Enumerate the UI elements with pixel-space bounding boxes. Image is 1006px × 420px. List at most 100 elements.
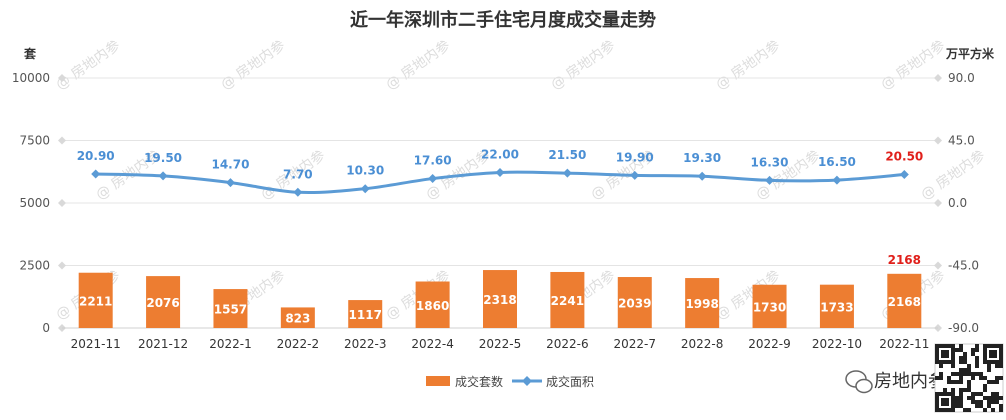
qr-module [963,408,967,412]
qr-module [971,372,975,376]
line-point [225,178,235,188]
line-point [495,167,505,177]
line-value-label: 20.50 [885,150,923,164]
bar [146,276,181,328]
qr-module [947,376,951,380]
x-axis-tick-label: 2022-2 [277,337,320,351]
qr-module [983,396,987,400]
qr-module [951,372,955,376]
line-point [428,174,438,184]
qr-module [971,376,975,380]
qr-module [959,404,963,408]
legend-label-bar: 成交套数 [455,374,503,389]
line-point [158,171,168,181]
x-axis-tick-label: 2022-8 [681,337,724,351]
x-axis-tick-label: 2022-6 [546,337,589,351]
bar-value-label: 1860 [416,299,449,313]
line-value-label: 10.30 [346,164,384,178]
qr-module [967,364,971,368]
qr-finder [983,344,1003,364]
watermark-text: @ 房地内参 [878,37,949,94]
left-axis-ticks: 0 2500 5000 7500 10000 [12,71,50,335]
qr-module [967,384,971,388]
qr-module [975,400,979,404]
line-value-label: 17.60 [414,154,452,168]
qr-module [995,392,999,396]
bar-value-label: 2076 [146,296,179,310]
qr-module [959,372,963,376]
qr-module [959,356,963,360]
qr-module [955,404,959,408]
grid-marker [58,261,66,270]
bar-value-label: 823 [285,312,310,326]
qr-module [971,392,975,396]
line-point [562,168,572,178]
qr-module [999,376,1003,380]
line-point [832,175,842,185]
qr-module [979,404,983,408]
qr-module [955,400,959,404]
qr-module [983,408,987,412]
left-axis-tick-label: 0 [42,321,50,335]
legend: 成交套数 成交面积 [426,374,594,389]
qr-module [947,380,951,384]
line-value-label: 19.90 [616,150,654,164]
right-axis-tick-label: 45.0 [948,134,975,148]
qr-module [963,352,967,356]
qr-module [959,380,963,384]
qr-module [987,364,991,368]
qr-module [963,368,967,372]
qr-module [963,372,967,376]
qr-module [959,396,963,400]
qr-module [999,404,1003,408]
qr-module [951,380,955,384]
left-axis-tick-label: 7500 [19,134,50,148]
qr-module [995,376,999,380]
qr-module [999,364,1003,368]
bar [280,307,315,328]
grid-marker [58,74,66,82]
grid-marker [58,199,66,207]
qr-module [987,400,991,404]
line-point [697,171,707,181]
left-axis-tick-label: 10000 [12,71,50,85]
qr-module [939,376,943,380]
qr-module [975,392,979,396]
qr-module [967,372,971,376]
x-axis-tick-label: 2022-1 [209,337,252,351]
x-axis-ticks: 2021-11 2021-12 2022-1 2022-2 2022-3 2022-4 20… [71,337,930,351]
qr-module [939,364,943,368]
qr-module [987,396,991,400]
qr-module [967,388,971,392]
x-axis-tick-label: 2022-11 [879,337,929,351]
bar-series: 2211 2076 1557 823 1117 1860 2318 2241 2039 1998 1… [78,253,922,328]
brand-mark: 房地内参 [845,343,1004,413]
qr-module [959,368,963,372]
qr-module [987,368,991,372]
x-axis-tick-label: 2021-11 [71,337,121,351]
watermark-text: @ 房地内参 [383,37,454,94]
grid-marker [934,74,942,82]
bar-value-label: 1733 [820,300,853,314]
qr-module [951,388,955,392]
right-axis-tick-label: -90.0 [948,321,979,335]
x-axis-tick-label: 2022-3 [344,337,387,351]
qr-module [959,376,963,380]
bar-value-label: 1730 [753,300,786,314]
grid-marker [58,136,66,145]
brand-name: 房地内参 [874,371,946,392]
qr-module [971,396,975,400]
qr-module [967,380,971,384]
bar-highlight-label: 2168 [888,253,921,267]
qr-module [991,396,995,400]
qr-module [975,360,979,364]
bar-value-label: 1117 [349,308,382,322]
bar-value-label: 2168 [888,295,921,309]
qr-module [959,388,963,392]
watermark-text: @ 房地内参 [218,37,289,94]
line-series: 20.90 19.50 14.70 7.70 10.30 17.60 22.00 21.50 1… [77,147,923,197]
qr-module [951,364,955,368]
right-axis-tick-label: 0.0 [948,196,967,210]
qr-module [983,376,987,380]
